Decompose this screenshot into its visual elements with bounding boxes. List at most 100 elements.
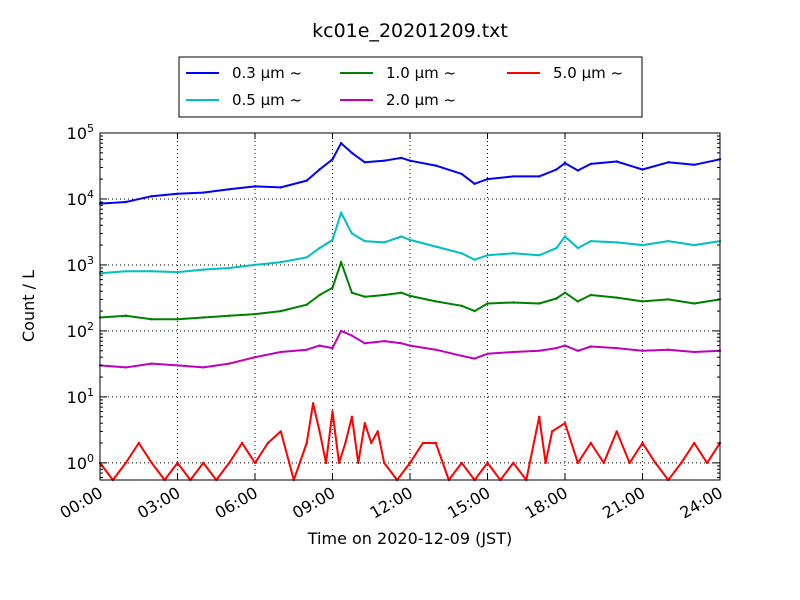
y-tick-label: 105 — [67, 122, 94, 143]
legend-label: 0.5 μm ~ — [232, 91, 302, 109]
data-point — [318, 293, 321, 297]
data-point — [331, 346, 334, 350]
data-point — [602, 461, 605, 465]
data-point — [253, 461, 257, 465]
data-point — [576, 461, 580, 465]
data-point — [486, 352, 489, 355]
data-point — [641, 243, 644, 247]
data-point — [363, 161, 366, 164]
legend-item: 0.3 μm ~ — [186, 64, 302, 82]
data-point — [240, 441, 244, 445]
data-point — [408, 238, 412, 242]
y-tick-label: 101 — [67, 386, 94, 407]
y-tick-label-base: 10 — [67, 454, 87, 473]
data-point — [331, 238, 334, 242]
data-point — [350, 334, 354, 337]
data-point — [538, 349, 541, 352]
data-point — [339, 211, 343, 214]
data-point — [266, 441, 270, 445]
data-point — [202, 461, 205, 465]
series-2 — [98, 261, 722, 321]
data-point — [202, 366, 205, 369]
chart-title: kc01e_20201209.txt — [312, 20, 508, 42]
data-point — [512, 252, 515, 255]
data-point — [318, 430, 321, 433]
data-point — [460, 172, 463, 176]
data-point — [641, 168, 644, 171]
y-tick-label-base: 10 — [67, 190, 87, 209]
data-point — [150, 318, 153, 321]
data-point — [705, 461, 709, 465]
data-point — [421, 441, 425, 445]
data-point — [667, 161, 670, 164]
y-tick-label: 100 — [67, 452, 94, 473]
data-point — [576, 349, 580, 352]
data-point — [150, 195, 153, 198]
data-point — [253, 356, 257, 359]
data-point — [408, 294, 412, 298]
data-point — [538, 302, 541, 305]
data-point — [512, 301, 515, 304]
data-point — [615, 241, 618, 244]
series-line — [99, 211, 721, 275]
data-point — [363, 295, 366, 298]
data-point — [589, 345, 592, 348]
y-tick-label-base: 10 — [67, 322, 87, 341]
y-tick-label-exponent: 4 — [87, 188, 94, 201]
data-point — [473, 357, 476, 360]
data-point — [350, 415, 354, 418]
data-point — [615, 430, 618, 433]
data-point — [589, 293, 592, 297]
data-point — [279, 261, 282, 264]
data-point — [176, 461, 179, 465]
legend-item: 1.0 μm ~ — [340, 64, 456, 82]
data-point — [279, 430, 282, 433]
data-point — [124, 314, 128, 317]
y-tick-label-base: 10 — [67, 124, 87, 143]
series-0 — [98, 142, 722, 205]
data-point — [576, 300, 580, 303]
data-point — [331, 286, 334, 289]
data-point — [641, 300, 644, 303]
data-point — [305, 179, 308, 182]
data-point — [460, 252, 463, 255]
data-point — [434, 300, 437, 303]
data-point — [253, 312, 257, 316]
data-point — [383, 159, 386, 162]
data-point — [555, 297, 558, 300]
y-tick-label-exponent: 2 — [87, 320, 94, 333]
data-point — [693, 243, 696, 247]
data-point — [641, 349, 644, 352]
data-point — [370, 441, 373, 445]
data-point — [124, 461, 128, 465]
data-point — [363, 342, 366, 345]
data-point — [615, 346, 618, 350]
series-line — [99, 402, 721, 481]
data-point — [473, 182, 476, 185]
series-4 — [98, 402, 722, 482]
data-point — [667, 298, 670, 301]
data-point — [667, 348, 670, 351]
data-point — [680, 461, 683, 465]
data-point — [641, 441, 644, 445]
data-point — [339, 329, 343, 333]
data-point — [228, 314, 231, 317]
y-tick-label: 103 — [67, 254, 94, 275]
series-line — [99, 142, 721, 205]
data-point — [228, 461, 231, 465]
data-point — [400, 235, 403, 238]
data-point — [331, 158, 334, 161]
data-point — [124, 366, 128, 369]
y-tick-label-base: 10 — [67, 388, 87, 407]
data-point — [150, 270, 153, 273]
data-point — [176, 192, 179, 195]
data-point — [693, 441, 696, 445]
data-point — [400, 156, 403, 160]
y-tick-label-exponent: 1 — [87, 386, 94, 399]
data-point — [331, 410, 334, 413]
series-layer — [98, 142, 722, 482]
legend: 0.3 μm ~ 0.5 μm ~ 1.0 μm ~ 2.0 μm ~ 5.0 μm ~ — [178, 56, 643, 118]
data-point — [176, 318, 179, 321]
